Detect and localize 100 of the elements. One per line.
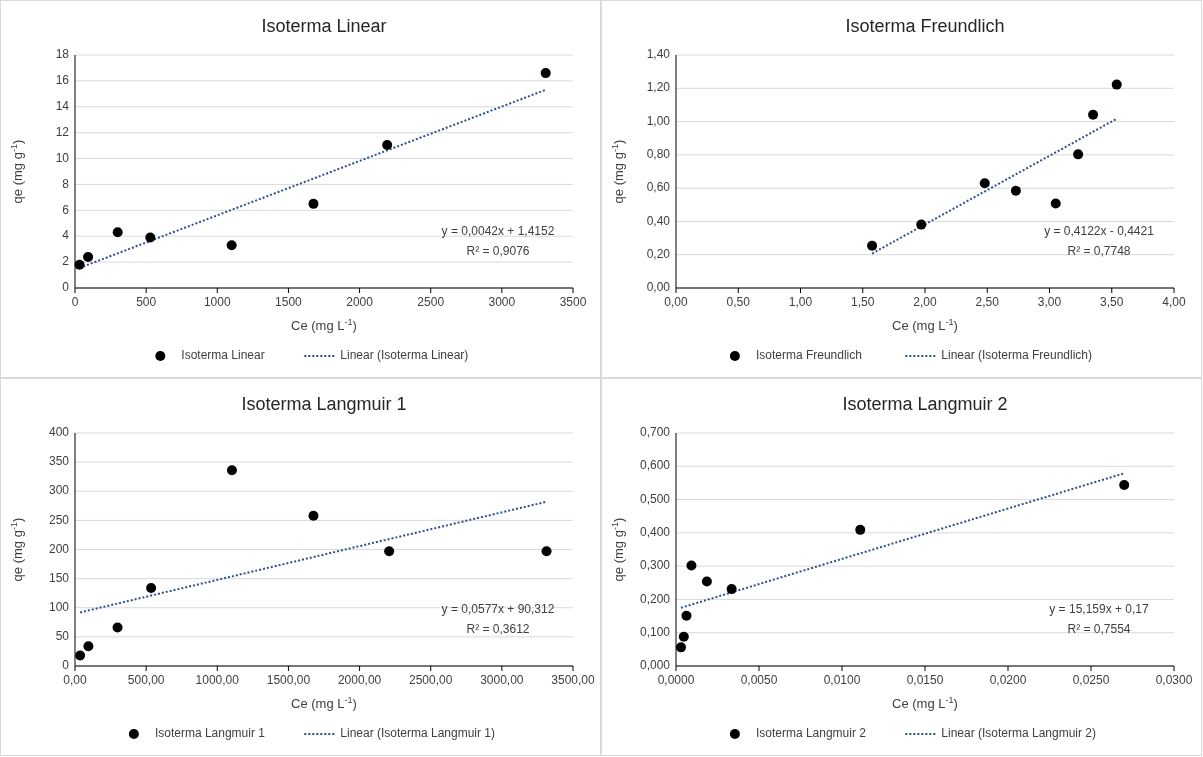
x-tick-label: 1000 xyxy=(203,295,231,309)
legend-label: Isoterma Freundlich xyxy=(755,348,862,363)
point xyxy=(382,139,393,150)
y-tick-label: 0,80 xyxy=(646,147,671,162)
y-tick-label: 1,00 xyxy=(646,113,671,128)
annotation: y = 0,0577x + 90,312 xyxy=(441,602,555,617)
point xyxy=(112,622,123,633)
y-tick-label: 0,000 xyxy=(639,658,671,673)
point xyxy=(145,232,156,243)
x-tick-label: 2500,00 xyxy=(409,673,453,687)
x-axis-title: Ce (mg L$^{-1}$) xyxy=(291,695,357,711)
annotation: R² = 0,7554 xyxy=(1067,622,1131,637)
legend-label: Linear (Isoterma Langmuir 2) xyxy=(941,726,1097,741)
x-tick-label: 3500,00 xyxy=(551,673,596,687)
x-axis-title: Ce (mg L$^{-1}$) xyxy=(291,317,357,333)
x-tick-label: 0,0200 xyxy=(989,673,1027,687)
point xyxy=(1111,79,1122,90)
y-tick-label: 300 xyxy=(48,483,70,498)
annotation: y = 0,4122x - 0,4421 xyxy=(1044,224,1155,239)
x-tick-label: 3,50 xyxy=(1100,295,1124,309)
x-axis-title: Ce (mg L$^{-1}$) xyxy=(892,695,958,711)
y-tick-label: 8 xyxy=(62,176,70,191)
chart-title: Isoterma Linear xyxy=(261,16,387,36)
x-tick-label: 4,00 xyxy=(1162,295,1186,309)
y-tick-label: 0,60 xyxy=(646,180,671,195)
x-tick-label: 2,00 xyxy=(913,295,937,309)
y-tick-label: 16 xyxy=(55,73,70,88)
point xyxy=(112,227,123,238)
point xyxy=(308,198,319,209)
y-tick-label: 0,500 xyxy=(639,491,671,506)
point xyxy=(146,582,157,593)
y-tick-label: 400 xyxy=(48,425,70,440)
x-tick-label: 500 xyxy=(136,295,157,309)
point xyxy=(226,465,237,476)
point xyxy=(681,610,692,621)
point xyxy=(678,631,689,642)
point xyxy=(226,240,237,251)
x-tick-label: 500,00 xyxy=(127,673,165,687)
point xyxy=(726,584,737,595)
chart-title: Isoterma Langmuir 1 xyxy=(241,394,407,414)
y-tick-label: 1,20 xyxy=(646,80,671,95)
legend-label: Linear (Isoterma Langmuir 1) xyxy=(340,726,496,741)
y-tick-label: 50 xyxy=(55,629,70,644)
point xyxy=(74,259,85,270)
point xyxy=(979,178,990,189)
y-tick-label: 0,300 xyxy=(639,558,671,573)
y-tick-label: 12 xyxy=(55,124,70,139)
x-tick-label: 2500 xyxy=(417,295,445,309)
x-tick-label: 3500 xyxy=(559,295,587,309)
point xyxy=(83,251,94,262)
y-tick-label: 0 xyxy=(62,280,70,295)
point xyxy=(308,510,319,521)
y-tick-label: 0,40 xyxy=(646,213,671,228)
x-tick-label: 0 xyxy=(71,295,79,309)
y-tick-label: 1,40 xyxy=(646,47,671,62)
point xyxy=(855,524,866,535)
chart-title: Isoterma Langmuir 2 xyxy=(842,394,1008,414)
x-tick-label: 0,0100 xyxy=(823,673,861,687)
x-tick-label: 0,0300 xyxy=(1155,673,1193,687)
annotation: y = 0,0042x + 1,4152 xyxy=(441,224,555,239)
y-tick-label: 100 xyxy=(48,599,70,614)
point xyxy=(1088,109,1099,120)
legend-label: Isoterma Linear xyxy=(181,348,265,363)
y-tick-label: 18 xyxy=(55,47,70,62)
y-tick-label: 0,00 xyxy=(646,280,671,295)
legend-label: Linear (Isoterma Linear) xyxy=(340,348,469,363)
point xyxy=(541,546,552,557)
legend-label: Linear (Isoterma Freundlich) xyxy=(941,348,1093,363)
y-tick-label: 350 xyxy=(48,454,70,469)
legend-label: Isoterma Langmuir 2 xyxy=(755,726,867,741)
x-tick-label: 3,00 xyxy=(1037,295,1062,309)
point xyxy=(540,68,551,79)
annotation: R² = 0,9076 xyxy=(466,244,530,259)
y-tick-label: 0,20 xyxy=(646,246,671,261)
x-tick-label: 1,00 xyxy=(788,295,813,309)
y-tick-label: 4 xyxy=(62,228,70,243)
x-tick-label: 2000 xyxy=(346,295,374,309)
y-tick-label: 2 xyxy=(62,254,70,269)
y-tick-label: 0,200 xyxy=(639,591,671,606)
point xyxy=(1073,149,1084,160)
y-tick-label: 150 xyxy=(48,570,70,585)
x-tick-label: 0,0150 xyxy=(906,673,944,687)
point xyxy=(1010,185,1021,196)
x-tick-label: 0,0250 xyxy=(1072,673,1110,687)
y-tick-label: 0,400 xyxy=(639,525,671,540)
legend-label: Isoterma Langmuir 1 xyxy=(154,726,266,741)
point xyxy=(686,560,697,571)
x-tick-label: 0,0000 xyxy=(657,673,695,687)
x-tick-label: 2,50 xyxy=(975,295,1000,309)
point xyxy=(83,641,94,652)
y-tick-label: 6 xyxy=(62,202,70,217)
y-tick-label: 200 xyxy=(48,541,70,556)
annotation: y = 15,159x + 0,17 xyxy=(1049,602,1150,617)
x-tick-label: 1500,00 xyxy=(266,673,311,687)
x-tick-label: 1,50 xyxy=(851,295,875,309)
point xyxy=(867,240,878,251)
y-tick-label: 250 xyxy=(48,512,70,527)
x-tick-label: 2000,00 xyxy=(337,673,382,687)
point xyxy=(75,650,86,661)
y-tick-label: 0 xyxy=(62,658,70,673)
